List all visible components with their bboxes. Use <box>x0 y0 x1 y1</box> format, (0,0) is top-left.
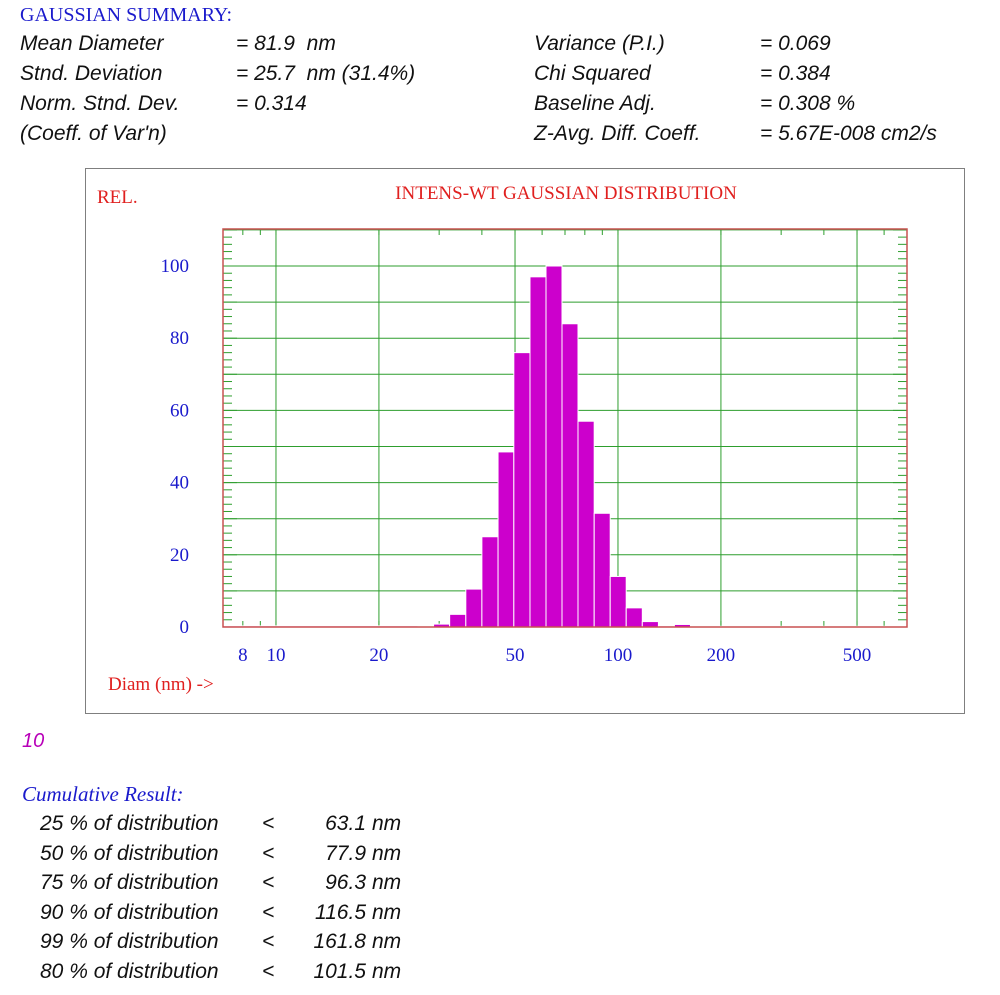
cumulative-value: 116.5 <box>315 900 366 924</box>
cumulative-less-than: < <box>262 841 275 865</box>
cumulative-value: 101.5 <box>313 960 366 983</box>
run-label: 10 <box>22 730 45 752</box>
x-tick-label: 500 <box>843 645 872 666</box>
histogram-bar <box>449 613 467 628</box>
histogram-bar <box>593 512 611 628</box>
histogram-bar <box>497 451 515 628</box>
cumulative-value: 77.9 <box>325 841 366 865</box>
stat-std-label: Stnd. Deviation <box>20 62 163 85</box>
histogram-bar <box>641 621 659 628</box>
histogram-bar <box>625 607 643 628</box>
histogram-bar <box>529 276 547 628</box>
histogram-bar <box>465 588 483 628</box>
cumulative-row: 75 % of distribution <96.3 nm <box>40 871 401 895</box>
chart-frame: 0 20 40 60 80 100 8 10 20 50 100 200 500 INTENS-WT GA… <box>85 168 965 714</box>
cumulative-less-than: < <box>262 960 275 983</box>
cumulative-unit: nm <box>372 841 402 865</box>
y-tick-label: 0 <box>180 617 190 638</box>
y-tick-label: 60 <box>170 400 189 421</box>
cumulative-value: 96.3 <box>325 871 366 895</box>
cumulative-less-than: < <box>262 930 275 954</box>
cumulative-row: 90 % of distribution <116.5 nm <box>40 901 401 925</box>
chart-title: INTENS-WT GAUSSIAN DISTRIBUTION <box>395 183 737 204</box>
summary-heading: GAUSSIAN SUMMARY: <box>20 4 233 26</box>
cumulative-less-than: < <box>262 812 275 835</box>
cumulative-value: 161.8 <box>313 930 366 954</box>
histogram-bar <box>577 420 595 628</box>
x-tick-label: 8 <box>238 645 248 666</box>
cumulative-percent: 90 % of distribution <box>40 900 219 924</box>
cumulative-value: 63.1 <box>325 812 366 835</box>
x-tick-label: 20 <box>369 645 388 666</box>
cumulative-percent: 50 % of distribution <box>40 841 219 865</box>
plot-area-border <box>222 228 908 628</box>
x-tick-label: 10 <box>266 645 285 666</box>
stat-norm-value: = 0.314 <box>236 92 307 115</box>
x-tick-label: 50 <box>506 645 525 666</box>
histogram-bar <box>561 323 579 628</box>
cumulative-title: Cumulative Result: <box>22 782 184 806</box>
cumulative-row: 99 % of distribution <161.8 nm <box>40 930 401 954</box>
cumulative-percent: 80 % of distribution <box>40 960 219 983</box>
stat-variance-label: Variance (P.I.) <box>534 32 665 55</box>
stat-baseline-label: Baseline Adj. <box>534 92 656 115</box>
cumulative-row: 25 % of distribution <63.1 nm <box>40 812 401 836</box>
stat-zavg-value: = 5.67E-008 cm2/s <box>760 122 937 145</box>
cumulative-percent: 99 % of distribution <box>40 930 219 954</box>
x-tick-label: 100 <box>604 645 633 666</box>
cumulative-unit: nm <box>372 871 402 895</box>
histogram-bar <box>609 575 627 628</box>
distribution-chart: 0 20 40 60 80 100 8 10 20 50 100 200 500 INTENS-WT GA… <box>97 183 908 695</box>
stat-norm-label: Norm. Stnd. Dev. <box>20 92 180 115</box>
cumulative-row: 80 % of distribution <101.5 nm <box>40 960 401 984</box>
y-axis-label: REL. <box>97 187 138 208</box>
cumulative-unit: nm <box>372 812 402 835</box>
histogram-bar <box>513 352 531 628</box>
cumulative-unit: nm <box>372 960 402 983</box>
cumulative-unit: nm <box>372 900 402 924</box>
y-tick-label: 40 <box>170 473 189 494</box>
y-tick-label: 20 <box>170 545 189 566</box>
cumulative-row: 50 % of distribution <77.9 nm <box>40 842 401 866</box>
cumulative-less-than: < <box>262 900 275 924</box>
stat-zavg-label: Z-Avg. Diff. Coeff. <box>534 122 701 145</box>
cumulative-unit: nm <box>372 930 402 954</box>
stat-std-value: = 25.7 nm (31.4%) <box>236 62 416 85</box>
y-tick-label: 80 <box>170 328 189 349</box>
histogram-bar <box>545 265 563 628</box>
stat-chi-label: Chi Squared <box>534 62 651 85</box>
stat-mean-label: Mean Diameter <box>20 32 164 55</box>
cumulative-percent: 75 % of distribution <box>40 871 219 895</box>
histogram-bar <box>481 536 499 628</box>
stat-baseline-value: = 0.308 % <box>760 92 856 115</box>
stat-mean-value: = 81.9 nm <box>236 32 336 55</box>
stat-coeff-label: (Coeff. of Var'n) <box>20 122 167 145</box>
cumulative-percent: 25 % of distribution <box>40 812 219 835</box>
x-tick-label: 200 <box>707 645 736 666</box>
stat-variance-value: = 0.069 <box>760 32 831 55</box>
y-tick-label: 100 <box>161 256 190 277</box>
x-axis-label: Diam (nm) -> <box>108 674 214 695</box>
cumulative-less-than: < <box>262 871 275 895</box>
stat-chi-value: = 0.384 <box>760 62 831 85</box>
